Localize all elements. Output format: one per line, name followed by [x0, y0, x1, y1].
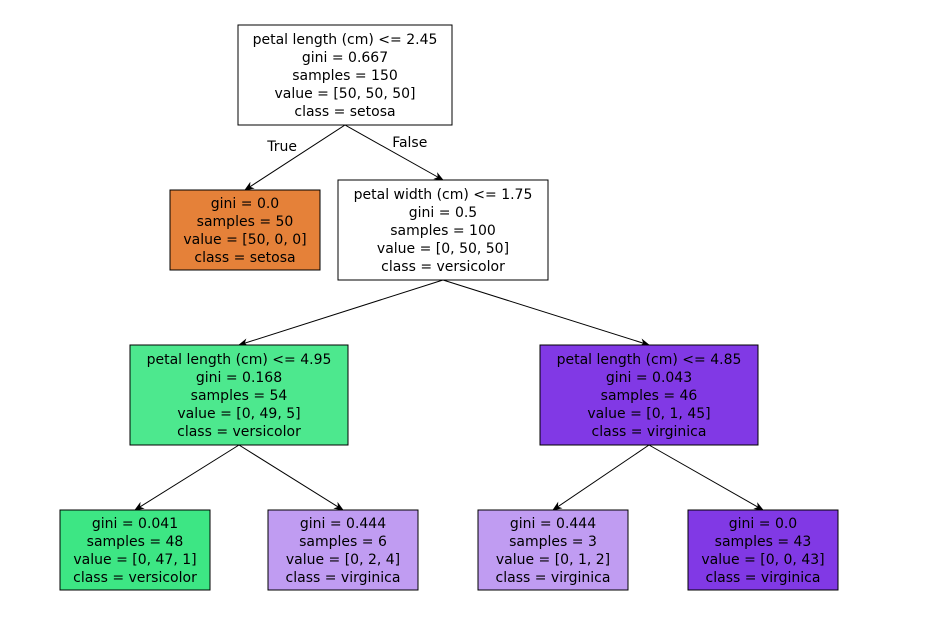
- tree-node-text: gini = 0.041: [92, 516, 178, 532]
- tree-node-text: value = [0, 1, 45]: [587, 406, 710, 422]
- tree-node-text: petal length (cm) <= 2.45: [253, 32, 438, 48]
- decision-tree-diagram: True False petal length (cm) <= 2.45 gini …: [0, 0, 950, 636]
- tree-node-text: samples = 3: [509, 534, 597, 550]
- tree-node-text: class = virginica: [286, 570, 401, 586]
- tree-node-text: gini = 0.5: [409, 205, 477, 221]
- tree-node-text: class = virginica: [496, 570, 611, 586]
- tree-node-text: value = [50, 50, 50]: [274, 86, 415, 102]
- tree-node-text: samples = 48: [87, 534, 184, 550]
- tree-node: petal length (cm) <= 2.45 gini = 0.667 sam…: [238, 25, 452, 125]
- tree-node-text: gini = 0.168: [196, 370, 282, 386]
- tree-node-text: samples = 43: [715, 534, 812, 550]
- tree-node: gini = 0.444 samples = 6 value = [0, 2, 4]…: [268, 510, 418, 590]
- tree-node-text: samples = 46: [601, 388, 698, 404]
- tree-node-text: samples = 150: [292, 68, 398, 84]
- tree-node: petal length (cm) <= 4.85 gini = 0.043 sam…: [540, 345, 758, 445]
- tree-node-text: class = setosa: [294, 104, 395, 120]
- tree-node-text: value = [0, 2, 4]: [286, 552, 400, 568]
- tree-node-text: samples = 100: [390, 223, 496, 239]
- tree-node-text: gini = 0.0: [211, 196, 279, 212]
- tree-node-text: samples = 50: [197, 214, 294, 230]
- tree-node-text: class = versicolor: [73, 570, 197, 586]
- tree-node-text: petal length (cm) <= 4.95: [147, 352, 332, 368]
- tree-node-text: value = [0, 49, 5]: [177, 406, 300, 422]
- tree-node: gini = 0.0 samples = 50 value = [50, 0, 0]…: [170, 190, 320, 270]
- tree-node: gini = 0.041 samples = 48 value = [0, 47, …: [60, 510, 210, 590]
- tree-node-text: value = [0, 50, 50]: [377, 241, 509, 257]
- tree-node-text: class = virginica: [592, 424, 707, 440]
- tree-edge-label: False: [392, 135, 427, 151]
- tree-node-text: petal width (cm) <= 1.75: [354, 187, 533, 203]
- tree-edge: [239, 280, 443, 345]
- tree-node-text: samples = 6: [299, 534, 387, 550]
- tree-node-text: gini = 0.0: [729, 516, 797, 532]
- tree-node: petal width (cm) <= 1.75 gini = 0.5 sample…: [338, 180, 548, 280]
- tree-node-text: gini = 0.667: [302, 50, 388, 66]
- tree-node-text: samples = 54: [191, 388, 288, 404]
- tree-node-text: class = setosa: [194, 250, 295, 266]
- tree-edge: [345, 125, 443, 180]
- tree-node-text: petal length (cm) <= 4.85: [557, 352, 742, 368]
- tree-node-text: class = virginica: [706, 570, 821, 586]
- tree-node: petal length (cm) <= 4.95 gini = 0.168 sam…: [130, 345, 348, 445]
- tree-node-text: class = versicolor: [381, 259, 505, 275]
- tree-node-text: gini = 0.043: [606, 370, 692, 386]
- tree-edge-label: True: [266, 139, 297, 155]
- tree-node-text: gini = 0.444: [300, 516, 386, 532]
- tree-edge: [443, 280, 649, 345]
- nodes-layer: petal length (cm) <= 2.45 gini = 0.667 sam…: [60, 25, 838, 590]
- tree-edge: [239, 445, 343, 510]
- tree-node: gini = 0.444 samples = 3 value = [0, 1, 2]…: [478, 510, 628, 590]
- tree-edge: [135, 445, 239, 510]
- tree-node: gini = 0.0 samples = 43 value = [0, 0, 43]…: [688, 510, 838, 590]
- tree-node-text: value = [0, 47, 1]: [73, 552, 196, 568]
- tree-node-text: value = [0, 0, 43]: [701, 552, 824, 568]
- tree-node-text: class = versicolor: [177, 424, 301, 440]
- tree-edge: [553, 445, 649, 510]
- tree-edge: [245, 125, 345, 190]
- tree-node-text: gini = 0.444: [510, 516, 596, 532]
- tree-edge: [649, 445, 763, 510]
- tree-node-text: value = [0, 1, 2]: [496, 552, 610, 568]
- tree-node-text: value = [50, 0, 0]: [183, 232, 306, 248]
